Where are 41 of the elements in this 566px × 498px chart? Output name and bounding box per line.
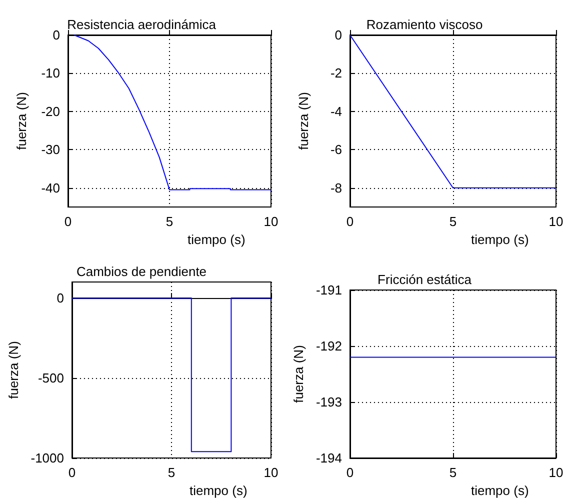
x-tick-label: 10 — [548, 465, 564, 480]
x-axis-title: tiempo (s) — [188, 232, 246, 247]
x-tick-label: 5 — [168, 465, 176, 480]
y-tick-label: -30 — [41, 142, 60, 158]
y-tick-label: -194 — [316, 450, 342, 466]
x-tick-label: 10 — [264, 214, 278, 229]
line-series — [74, 34, 272, 190]
y-tick-label: -192 — [316, 338, 342, 354]
y-axis-title: fuerza (N) — [296, 92, 311, 150]
chart-title: Fricción estática — [378, 272, 472, 287]
x-tick-label: 10 — [264, 465, 278, 480]
y-tick-label: 0 — [56, 290, 64, 306]
y-tick-label: -2 — [330, 66, 342, 81]
y-axis-title: fuerza (N) — [14, 92, 29, 150]
chart-title: Rozamiento viscoso — [366, 17, 483, 32]
y-tick-label: -500 — [38, 370, 64, 386]
y-tick-label: -10 — [41, 66, 60, 81]
x-axis-title: tiempo (s) — [190, 482, 248, 498]
y-axis-title: fuerza (N) — [6, 341, 21, 399]
y-tick-label: 0 — [52, 28, 60, 42]
y-tick-label: -193 — [316, 394, 342, 410]
y-tick-label: -1000 — [30, 450, 64, 466]
x-tick-label: 5 — [166, 214, 174, 229]
x-axis-title: tiempo (s) — [471, 482, 529, 498]
x-tick-label: 0 — [68, 465, 76, 480]
y-tick-label: -8 — [330, 180, 342, 196]
x-axis-title: tiempo (s) — [471, 232, 529, 247]
x-tick-label: 10 — [548, 214, 564, 229]
x-tick-label: 5 — [449, 465, 457, 480]
y-tick-label: -20 — [41, 104, 60, 119]
y-tick-label: -191 — [316, 282, 342, 298]
y-tick-label: -40 — [41, 180, 60, 196]
y-axis-title: fuerza (N) — [291, 345, 306, 403]
y-tick-label: -4 — [330, 104, 342, 119]
y-tick-label: 0 — [334, 28, 342, 42]
x-tick-label: 0 — [346, 214, 354, 229]
x-tick-label: 5 — [449, 214, 457, 229]
x-tick-label: 0 — [346, 465, 354, 480]
chart-title: Cambios de pendiente — [76, 264, 207, 279]
y-tick-label: -6 — [330, 142, 342, 158]
chart-title: Resistencia aerodinámica — [67, 17, 217, 32]
